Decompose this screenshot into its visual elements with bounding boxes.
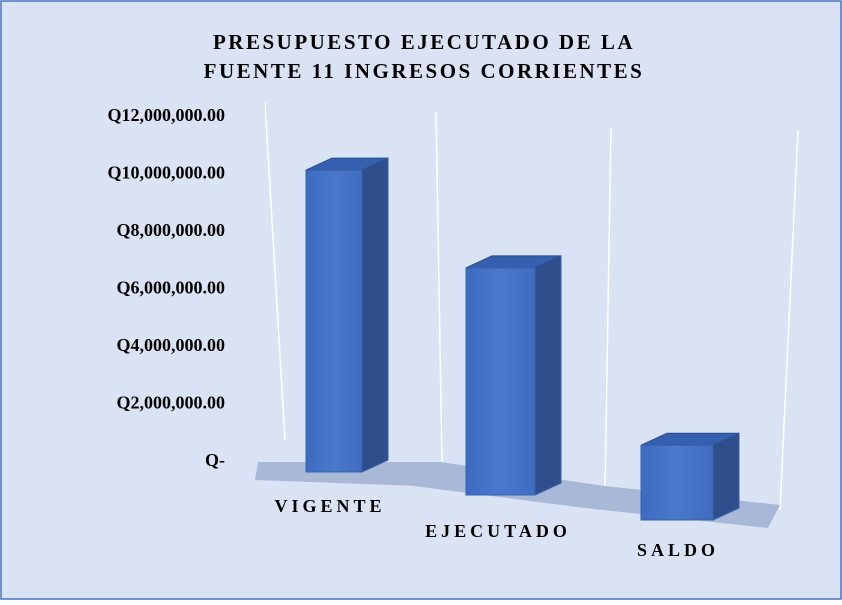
- y-tick-label: Q10,000,000.00: [107, 163, 225, 183]
- bar: [465, 255, 562, 496]
- y-tick-label: Q12,000,000.00: [107, 105, 225, 125]
- y-tick-label: Q2,000,000.00: [116, 393, 225, 413]
- y-tick-label: Q-: [205, 450, 225, 470]
- bar-side: [712, 432, 740, 521]
- chart-title: PRESUPUESTO EJECUTADO DE LA: [213, 30, 635, 54]
- y-tick-label: Q4,000,000.00: [116, 335, 225, 355]
- x-tick-label: VIGENTE: [274, 496, 385, 516]
- x-tick-label: SALDO: [637, 540, 719, 560]
- back-wall-lines: [264, 102, 799, 511]
- bar-front: [305, 169, 363, 473]
- bar-front: [465, 267, 536, 496]
- bar: [305, 157, 389, 473]
- floor: [255, 462, 442, 486]
- y-tick-label: Q8,000,000.00: [116, 220, 225, 240]
- chart-title: FUENTE 11 INGRESOS CORRIENTES: [204, 59, 645, 83]
- bar-front: [640, 444, 714, 521]
- x-tick-label: EJECUTADO: [425, 521, 571, 541]
- bar: [640, 432, 740, 521]
- bar-side: [534, 255, 562, 496]
- y-tick-label: Q6,000,000.00: [116, 278, 225, 298]
- bar-side: [361, 157, 389, 473]
